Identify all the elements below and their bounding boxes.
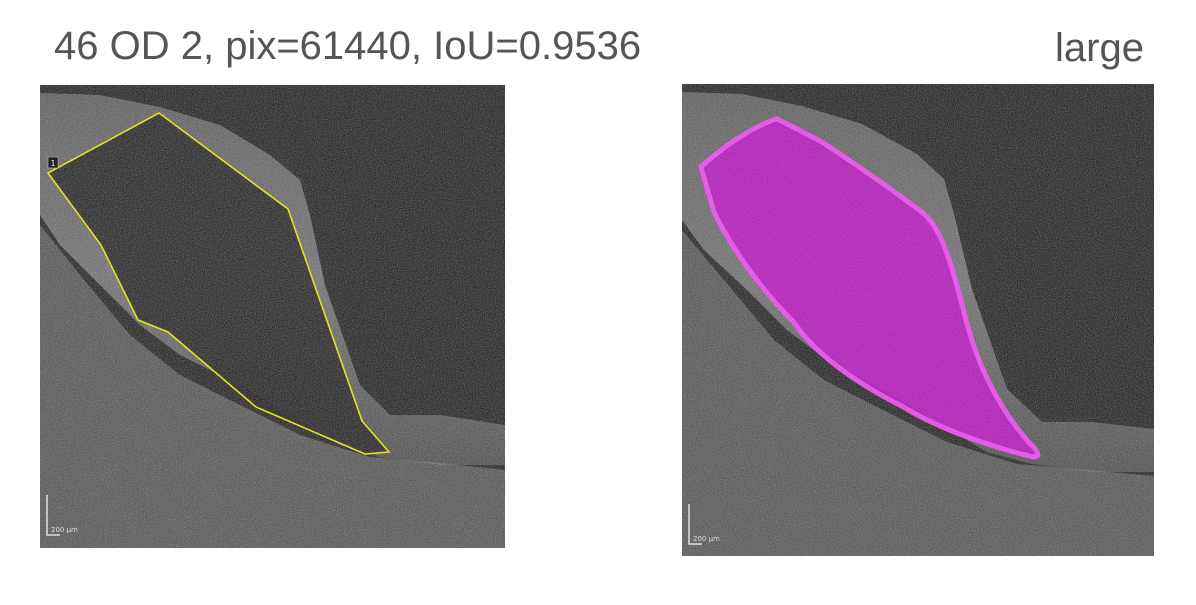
scale-bar-label: 200 µm — [51, 526, 78, 534]
scale-bar — [688, 504, 702, 545]
scale-bar — [46, 495, 60, 536]
scale-bar-label: 200 µm — [693, 535, 720, 543]
roi-number-text: 1 — [51, 159, 56, 168]
oct-scan-right-canvas: 200 µm — [682, 84, 1154, 556]
image-caption: 46 OD 2, pix=61440, IoU=0.9536 — [54, 24, 642, 68]
oct-scan-annotated: 1 200 µm — [40, 85, 505, 548]
oct-scan-segmented: 200 µm — [682, 84, 1154, 556]
roi-number-tag — [47, 156, 59, 169]
oct-scan-left-canvas: 1 200 µm — [40, 85, 505, 548]
roi-outline — [46, 112, 391, 455]
size-category-label: large — [1055, 26, 1144, 70]
